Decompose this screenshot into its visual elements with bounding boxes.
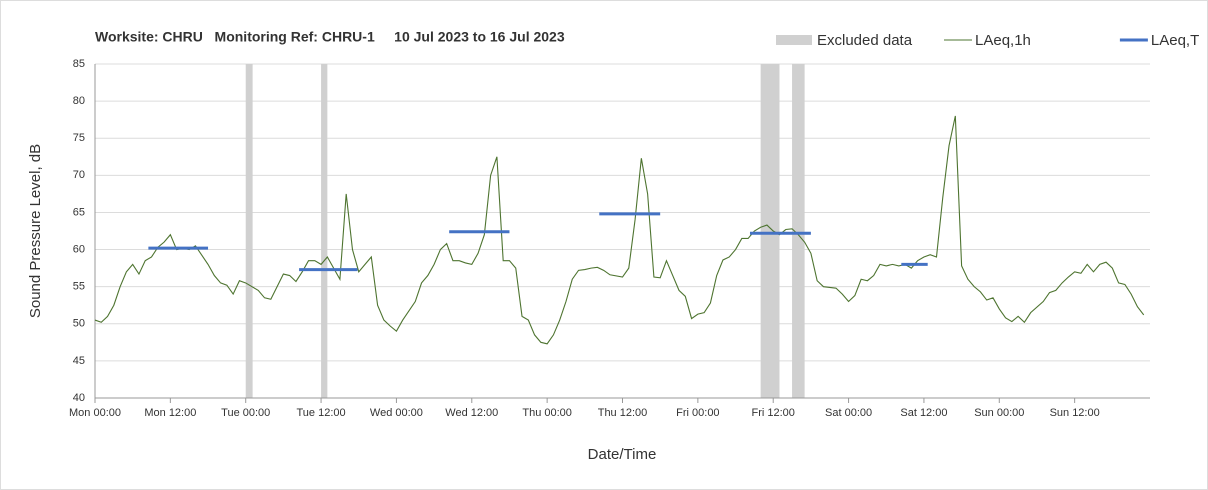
x-tick-label: Thu 12:00	[598, 407, 648, 419]
y-tick-label: 65	[73, 206, 85, 218]
y-tick-label: 75	[73, 132, 85, 144]
x-tick-label: Wed 00:00	[370, 407, 423, 419]
x-tick-label: Tue 00:00	[221, 407, 270, 419]
x-tick-label: Sat 12:00	[900, 407, 947, 419]
excluded-band	[760, 64, 780, 398]
y-tick-label: 60	[73, 243, 85, 255]
legend-label: LAeq,T	[1151, 32, 1199, 49]
x-tick-label: Wed 12:00	[445, 407, 498, 419]
legend-label: LAeq,1h	[975, 32, 1031, 49]
legend-swatch	[776, 35, 812, 45]
y-tick-label: 70	[73, 169, 85, 181]
y-tick-label: 50	[73, 318, 85, 330]
y-tick-label: 45	[73, 355, 85, 367]
legend-label: Excluded data	[817, 32, 913, 49]
y-axis-label: Sound Pressure Level, dB	[27, 144, 44, 318]
y-tick-label: 85	[73, 58, 85, 70]
x-tick-label: Sun 12:00	[1050, 407, 1100, 419]
y-tick-label: 80	[73, 95, 85, 107]
y-tick-label: 55	[73, 281, 85, 293]
x-axis-label: Date/Time	[588, 446, 657, 463]
excluded-band	[792, 64, 805, 398]
x-tick-label: Fri 00:00	[676, 407, 719, 419]
x-tick-label: Sun 00:00	[974, 407, 1024, 419]
x-tick-label: Mon 00:00	[69, 407, 121, 419]
x-tick-label: Thu 00:00	[522, 407, 572, 419]
series-line	[94, 115, 1145, 345]
excluded-band	[245, 64, 253, 398]
chart-title: Worksite: CHRU Monitoring Ref: CHRU-1 10…	[95, 29, 565, 45]
x-tick-label: Sat 00:00	[825, 407, 872, 419]
x-tick-label: Mon 12:00	[144, 407, 196, 419]
x-tick-label: Tue 12:00	[297, 407, 346, 419]
y-tick-label: 40	[73, 392, 85, 404]
x-tick-label: Fri 12:00	[752, 407, 795, 419]
excluded-band	[321, 64, 328, 398]
